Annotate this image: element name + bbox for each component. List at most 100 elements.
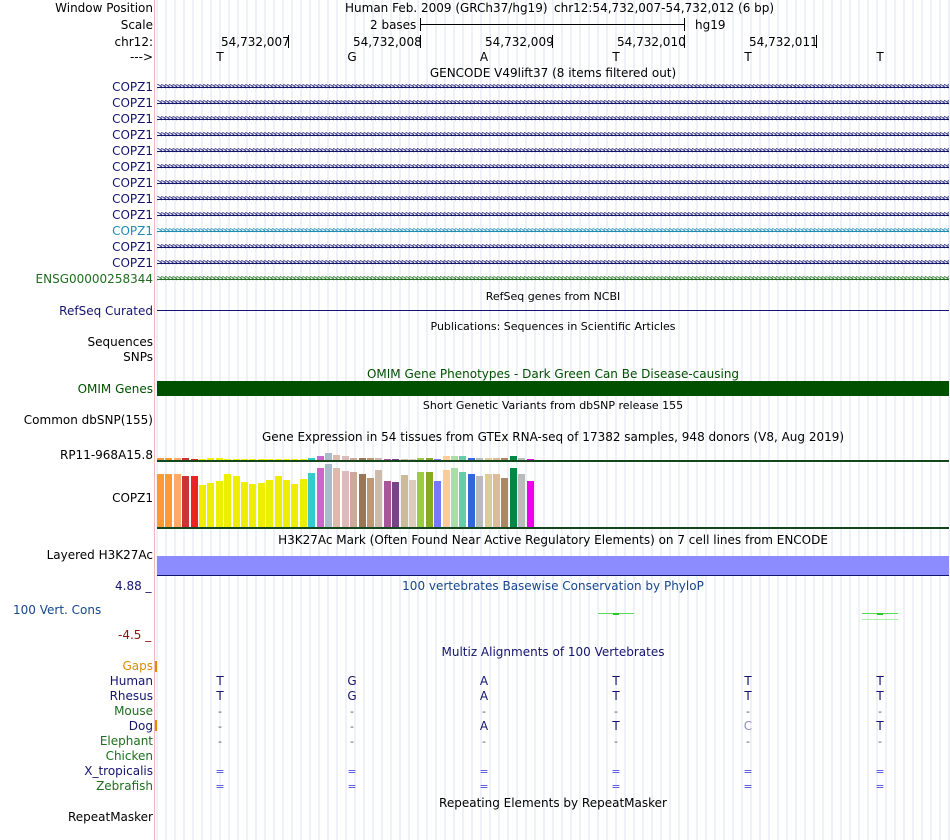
gencode-transcript-label[interactable]: COPZ1: [112, 224, 153, 238]
gtex-gene1-tissue-bar[interactable]: [417, 458, 425, 461]
gtex-gene1-tissue-bar[interactable]: [333, 455, 341, 461]
gtex-gene1-label[interactable]: RP11-968A15.8: [59, 448, 153, 462]
gtex-gene1-tissue-bar[interactable]: [325, 453, 332, 461]
h3k27ac-track-label[interactable]: Layered H3K27Ac: [46, 548, 153, 562]
gtex-gene1-tissue-bar[interactable]: [518, 458, 526, 461]
gencode-transcript-label[interactable]: COPZ1: [112, 128, 153, 142]
gencode-transcript-line[interactable]: >>>>>>>>>>>>>>>>>>>>>>>>>>>>>>>>>>>>>>>>…: [157, 256, 949, 270]
gencode-transcript-label[interactable]: COPZ1: [112, 192, 153, 206]
gtex-gene2-tissue-bar[interactable]: [493, 474, 500, 527]
multiz-species-label[interactable]: Zebrafish: [96, 779, 153, 793]
publications-sequences-label[interactable]: Sequences: [87, 335, 153, 349]
conservation-score-bar[interactable]: [613, 613, 619, 615]
gtex-gene2-tissue-bar[interactable]: [266, 480, 274, 527]
conservation-track-title[interactable]: 100 vertebrates Basewise Conservation by…: [402, 579, 704, 593]
gencode-transcript-line[interactable]: >>>>>>>>>>>>>>>>>>>>>>>>>>>>>>>>>>>>>>>>…: [157, 240, 949, 254]
gtex-gene1-tissue-bar[interactable]: [157, 458, 164, 461]
gtex-gene2-tissue-bar[interactable]: [451, 468, 458, 527]
gtex-gene2-tissue-bar[interactable]: [425, 472, 433, 527]
gencode-transcript-line[interactable]: >>>>>>>>>>>>>>>>>>>>>>>>>>>>>>>>>>>>>>>>…: [157, 272, 949, 286]
gtex-gene2-tissue-bar[interactable]: [400, 475, 408, 527]
gtex-gene2-tissue-bar[interactable]: [333, 468, 341, 527]
gtex-gene1-tissue-bar[interactable]: [308, 458, 316, 461]
gencode-transcript-label[interactable]: COPZ1: [112, 80, 153, 94]
gtex-gene2-tissue-bar[interactable]: [157, 474, 164, 527]
gtex-gene1-tissue-bar[interactable]: [476, 458, 484, 461]
gencode-transcript-label[interactable]: COPZ1: [112, 240, 153, 254]
gencode-transcript-line[interactable]: >>>>>>>>>>>>>>>>>>>>>>>>>>>>>>>>>>>>>>>>…: [157, 128, 949, 142]
gtex-gene1-tissue-bar[interactable]: [509, 456, 517, 461]
dbsnp-track-title[interactable]: Short Genetic Variants from dbSNP releas…: [422, 399, 684, 412]
gencode-transcript-line[interactable]: >>>>>>>>>>>>>>>>>>>>>>>>>>>>>>>>>>>>>>>>…: [157, 144, 949, 158]
multiz-species-label[interactable]: X_tropicalis: [84, 764, 153, 778]
gtex-gene2-tissue-bar[interactable]: [392, 482, 400, 527]
gencode-transcript-line[interactable]: >>>>>>>>>>>>>>>>>>>>>>>>>>>>>>>>>>>>>>>>…: [157, 80, 949, 94]
base-position-ruler[interactable]: 54,732,007 54,732,008 54,732,009 54,732,010…: [0, 35, 950, 49]
gtex-gene1-tissue-bar[interactable]: [493, 458, 500, 461]
gtex-gene2-tissue-bar[interactable]: [501, 478, 509, 527]
h3k27ac-signal-bar[interactable]: [157, 556, 949, 575]
multiz-track-title[interactable]: Multiz Alignments of 100 Vertebrates: [441, 645, 665, 659]
gtex-gene1-tissue-bar[interactable]: [341, 456, 349, 461]
gtex-gene2-tissue-bar[interactable]: [249, 484, 257, 527]
gtex-gene2-tissue-bar[interactable]: [409, 480, 416, 527]
gencode-transcript-label[interactable]: COPZ1: [112, 144, 153, 158]
gtex-gene2-tissue-bar[interactable]: [207, 483, 215, 527]
gencode-transcript-label[interactable]: ENSG00000258344: [35, 272, 153, 286]
gtex-gene1-tissue-bar[interactable]: [501, 458, 509, 461]
gtex-gene2-tissue-bar[interactable]: [434, 481, 442, 527]
gtex-gene2-tissue-bar[interactable]: [417, 472, 425, 527]
gtex-gene2-tissue-bar[interactable]: [224, 474, 232, 527]
gtex-gene2-tissue-bar[interactable]: [350, 472, 358, 527]
gtex-gene2-tissue-bar[interactable]: [476, 476, 484, 527]
gencode-transcript-label[interactable]: COPZ1: [112, 160, 153, 174]
gtex-gene1-tissue-bar[interactable]: [484, 458, 492, 461]
gtex-gene2-tissue-bar[interactable]: [367, 478, 374, 527]
multiz-gaps-label[interactable]: Gaps: [122, 659, 153, 673]
publications-snps-label[interactable]: SNPs: [123, 350, 153, 364]
gtex-gene2-tissue-bar[interactable]: [241, 482, 248, 527]
gtex-gene2-tissue-bar[interactable]: [173, 474, 181, 527]
gtex-gene2-tissue-bar[interactable]: [484, 474, 492, 527]
gtex-gene2-tissue-bar[interactable]: [509, 468, 517, 527]
conservation-score-bar[interactable]: [877, 613, 883, 615]
gtex-gene1-tissue-bar[interactable]: [350, 458, 358, 461]
gtex-gene2-tissue-bar[interactable]: [442, 470, 450, 527]
omim-track-title[interactable]: OMIM Gene Phenotypes - Dark Green Can Be…: [366, 367, 740, 381]
gtex-gene1-tissue-bar[interactable]: [358, 458, 366, 461]
gtex-gene1-tissue-bar[interactable]: [316, 456, 324, 461]
gtex-gene1-tissue-bar[interactable]: [173, 458, 181, 461]
gtex-gene1-tissue-bar[interactable]: [215, 458, 223, 461]
gtex-track-title[interactable]: Gene Expression in 54 tissues from GTEx …: [261, 430, 845, 444]
gtex-gene1-tissue-bar[interactable]: [442, 456, 450, 461]
dbsnp-track-label[interactable]: Common dbSNP(155): [23, 413, 153, 427]
gtex-gene2-tissue-bar[interactable]: [341, 471, 349, 527]
gencode-transcript-line[interactable]: >>>>>>>>>>>>>>>>>>>>>>>>>>>>>>>>>>>>>>>>…: [157, 160, 949, 174]
gtex-gene2-tissue-bar[interactable]: [199, 485, 206, 527]
gtex-gene2-tissue-bar[interactable]: [232, 476, 240, 527]
gtex-gene2-tissue-bar[interactable]: [299, 479, 307, 527]
refseq-track-line[interactable]: [157, 310, 949, 311]
gencode-transcript-label[interactable]: COPZ1: [112, 256, 153, 270]
gencode-transcript-line[interactable]: >>>>>>>>>>>>>>>>>>>>>>>>>>>>>>>>>>>>>>>>…: [157, 176, 949, 190]
gencode-transcript-line[interactable]: >>>>>>>>>>>>>>>>>>>>>>>>>>>>>>>>>>>>>>>>…: [157, 192, 949, 206]
omim-phenotype-bar[interactable]: [157, 381, 949, 396]
gencode-transcript-label[interactable]: COPZ1: [112, 208, 153, 222]
gtex-gene2-tissue-bar[interactable]: [308, 473, 316, 527]
gencode-transcript-line[interactable]: >>>>>>>>>>>>>>>>>>>>>>>>>>>>>>>>>>>>>>>>…: [157, 112, 949, 126]
multiz-species-label[interactable]: Rhesus: [109, 689, 153, 703]
gtex-gene1-tissue-bar[interactable]: [207, 458, 215, 461]
gencode-transcript-label[interactable]: COPZ1: [112, 176, 153, 190]
gencode-track-title[interactable]: GENCODE V49lift37 (8 items filtered out): [429, 66, 677, 80]
gtex-gene2-tissue-bar[interactable]: [182, 476, 190, 527]
gtex-gene2-tissue-bar[interactable]: [257, 483, 265, 527]
gencode-transcript-label[interactable]: COPZ1: [112, 96, 153, 110]
gtex-gene2-tissue-bar[interactable]: [283, 480, 290, 527]
multiz-species-label[interactable]: Human: [109, 674, 153, 688]
gtex-gene2-tissue-bar[interactable]: [190, 476, 198, 527]
gtex-gene2-tissue-bar[interactable]: [518, 474, 526, 527]
gencode-transcript-line[interactable]: >>>>>>>>>>>>>>>>>>>>>>>>>>>>>>>>>>>>>>>>…: [157, 224, 949, 238]
omim-track-label[interactable]: OMIM Genes: [77, 382, 153, 396]
gtex-gene2-tissue-bar[interactable]: [459, 472, 467, 527]
